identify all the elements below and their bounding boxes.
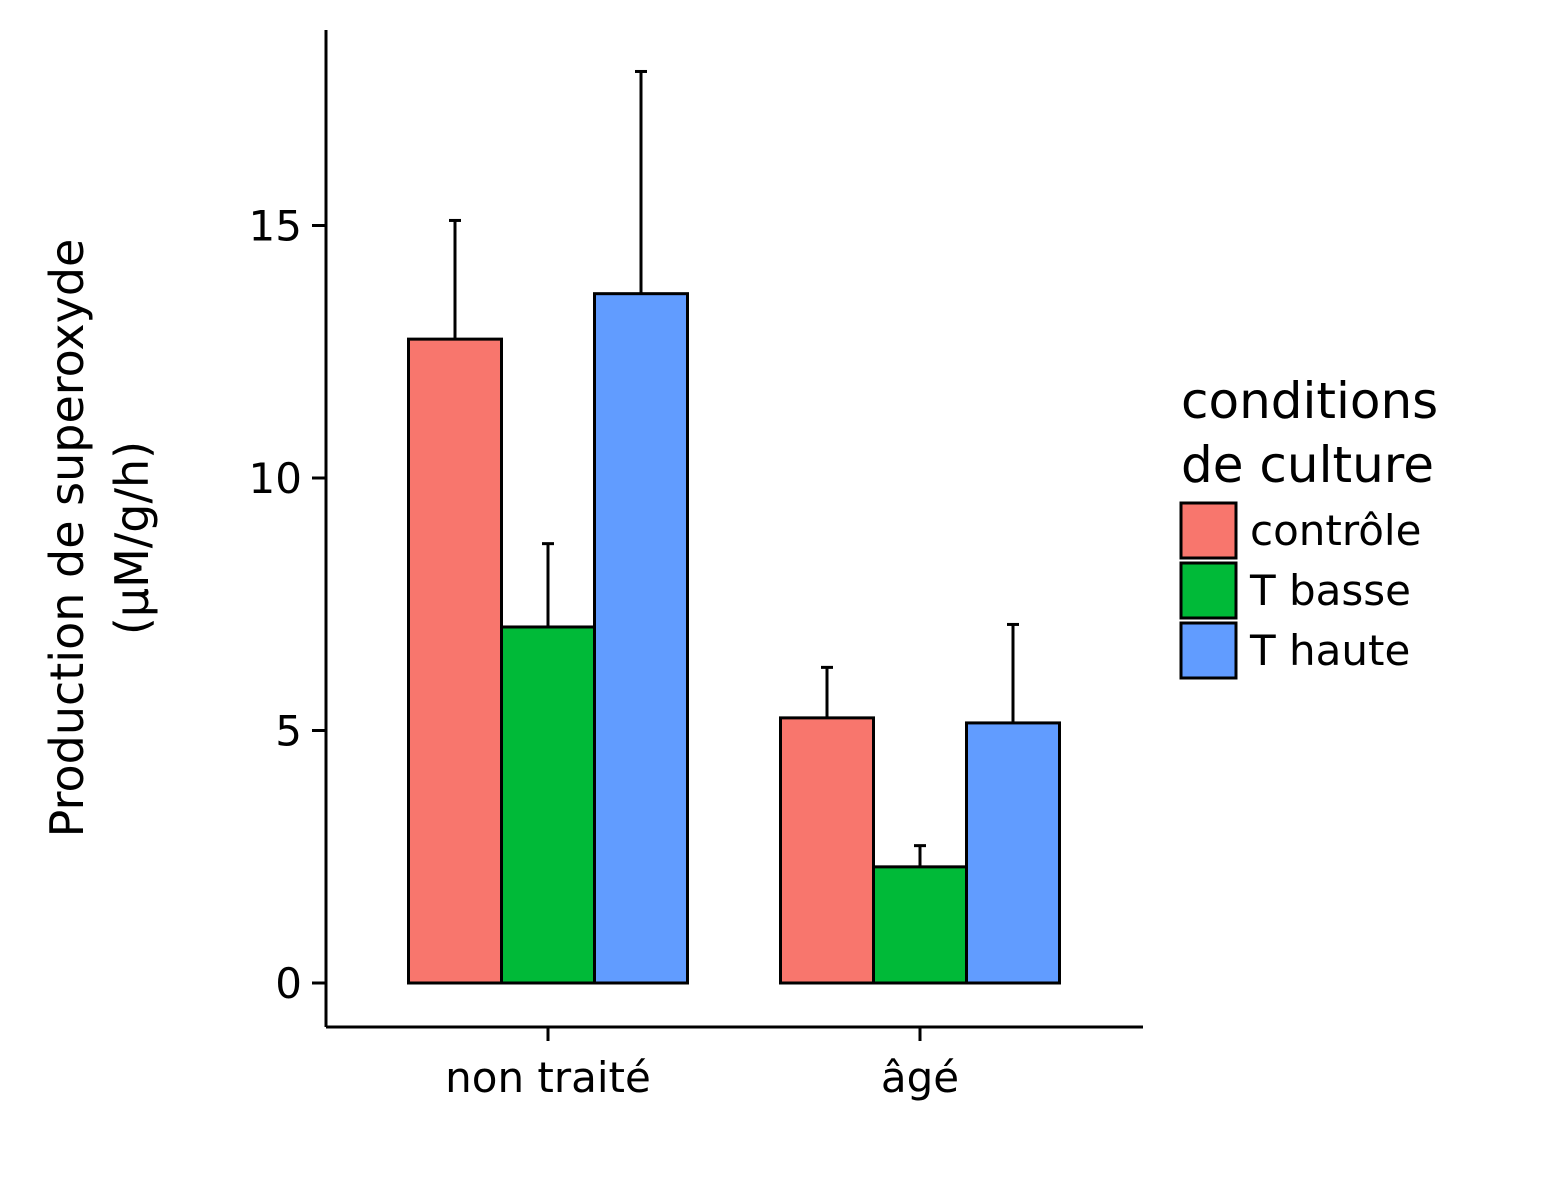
y-tick-label: 15 bbox=[249, 202, 302, 251]
bar-0-0 bbox=[407, 337, 503, 985]
bars-layer bbox=[407, 292, 1061, 985]
bar-0-1 bbox=[500, 625, 596, 985]
legend-title-line-2: de culture bbox=[1181, 436, 1434, 494]
y-axis-ticks: 0 5 10 15 bbox=[249, 202, 326, 1008]
legend-key-0 bbox=[1179, 501, 1238, 560]
error-bars-layer bbox=[449, 69, 1019, 867]
y-tick-label: 0 bbox=[275, 959, 302, 1008]
x-tick-label: âgé bbox=[881, 1053, 959, 1102]
legend-key-2 bbox=[1179, 621, 1238, 680]
legend-label-1: T basse bbox=[1249, 566, 1411, 615]
legend: conditions de culture contrôle T basse T h… bbox=[1179, 372, 1438, 680]
bar-1-2 bbox=[965, 721, 1061, 985]
x-axis-ticks: non traité âgé bbox=[445, 1027, 959, 1102]
y-tick-label: 10 bbox=[249, 454, 302, 503]
y-axis-title: Production de superoxyde (µM/g/h) bbox=[40, 239, 159, 838]
legend-label-2: T haute bbox=[1249, 626, 1410, 675]
x-tick-label: non traité bbox=[445, 1053, 651, 1102]
y-axis-title-line-2: (µM/g/h) bbox=[105, 441, 159, 635]
bar-1-0 bbox=[779, 716, 875, 985]
legend-title-line-1: conditions bbox=[1181, 372, 1438, 430]
legend-label-0: contrôle bbox=[1250, 506, 1421, 555]
bar-1-1 bbox=[872, 865, 968, 985]
legend-key-1 bbox=[1179, 561, 1238, 620]
y-tick-label: 5 bbox=[275, 707, 302, 756]
bar-0-2 bbox=[593, 292, 689, 985]
legend-items: contrôle T basse T haute bbox=[1179, 501, 1421, 680]
y-axis-title-line-1: Production de superoxyde bbox=[40, 239, 94, 838]
